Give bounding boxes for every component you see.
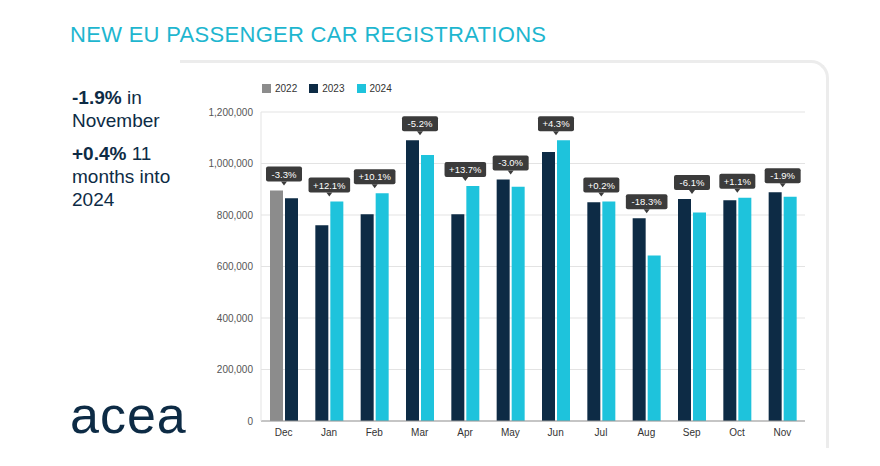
svg-text:Nov: Nov — [773, 427, 791, 438]
svg-text:+10.1%: +10.1% — [358, 171, 391, 182]
svg-text:800,000: 800,000 — [217, 210, 254, 221]
svg-text:Dec: Dec — [275, 427, 293, 438]
svg-text:-6.1%: -6.1% — [680, 177, 705, 188]
svg-text:-3.0%: -3.0% — [498, 157, 523, 168]
html-text:NEW EU PASSENGER CAR REGISTRAT: NEW EU PASSENGER CAR REGISTRATIONS — [70, 22, 547, 47]
svg-text:1,200,000: 1,200,000 — [209, 107, 254, 118]
svg-text:600,000: 600,000 — [217, 261, 254, 272]
svg-text:-5.2%: -5.2% — [408, 118, 433, 129]
svg-text:Feb: Feb — [366, 427, 384, 438]
svg-text:Apr: Apr — [457, 427, 473, 438]
html-text:2024: 2024 — [369, 83, 392, 94]
svg-text:-3.3%: -3.3% — [272, 169, 297, 180]
svg-text:Aug: Aug — [637, 427, 655, 438]
html-text:-1.9% in November: -1.9% in November — [72, 87, 160, 131]
html-text:+0.4% 11 months into 2024: +0.4% 11 months into 2024 — [72, 143, 171, 210]
svg-text:Mar: Mar — [411, 427, 429, 438]
html-text:2023: 2023 — [322, 83, 345, 94]
svg-text:-18.3%: -18.3% — [632, 196, 663, 207]
svg-text:400,000: 400,000 — [217, 313, 254, 324]
svg-text:May: May — [501, 427, 520, 438]
svg-text:+4.3%: +4.3% — [542, 118, 570, 129]
svg-text:-1.9%: -1.9% — [770, 170, 795, 181]
svg-text:Jul: Jul — [595, 427, 608, 438]
svg-text:Sep: Sep — [683, 427, 701, 438]
svg-text:+1.1%: +1.1% — [724, 176, 752, 187]
svg-text:+13.7%: +13.7% — [449, 164, 482, 175]
svg-text:1,000,000: 1,000,000 — [209, 158, 254, 169]
svg-text:Jan: Jan — [321, 427, 337, 438]
svg-text:200,000: 200,000 — [217, 364, 254, 375]
html-text:2022: 2022 — [275, 83, 298, 94]
svg-text:+0.2%: +0.2% — [588, 180, 616, 191]
svg-text:0: 0 — [247, 416, 253, 427]
svg-text:+12.1%: +12.1% — [313, 180, 346, 191]
html-text:acea: acea — [70, 386, 187, 444]
svg-text:Oct: Oct — [729, 427, 745, 438]
svg-text:Jun: Jun — [548, 427, 564, 438]
